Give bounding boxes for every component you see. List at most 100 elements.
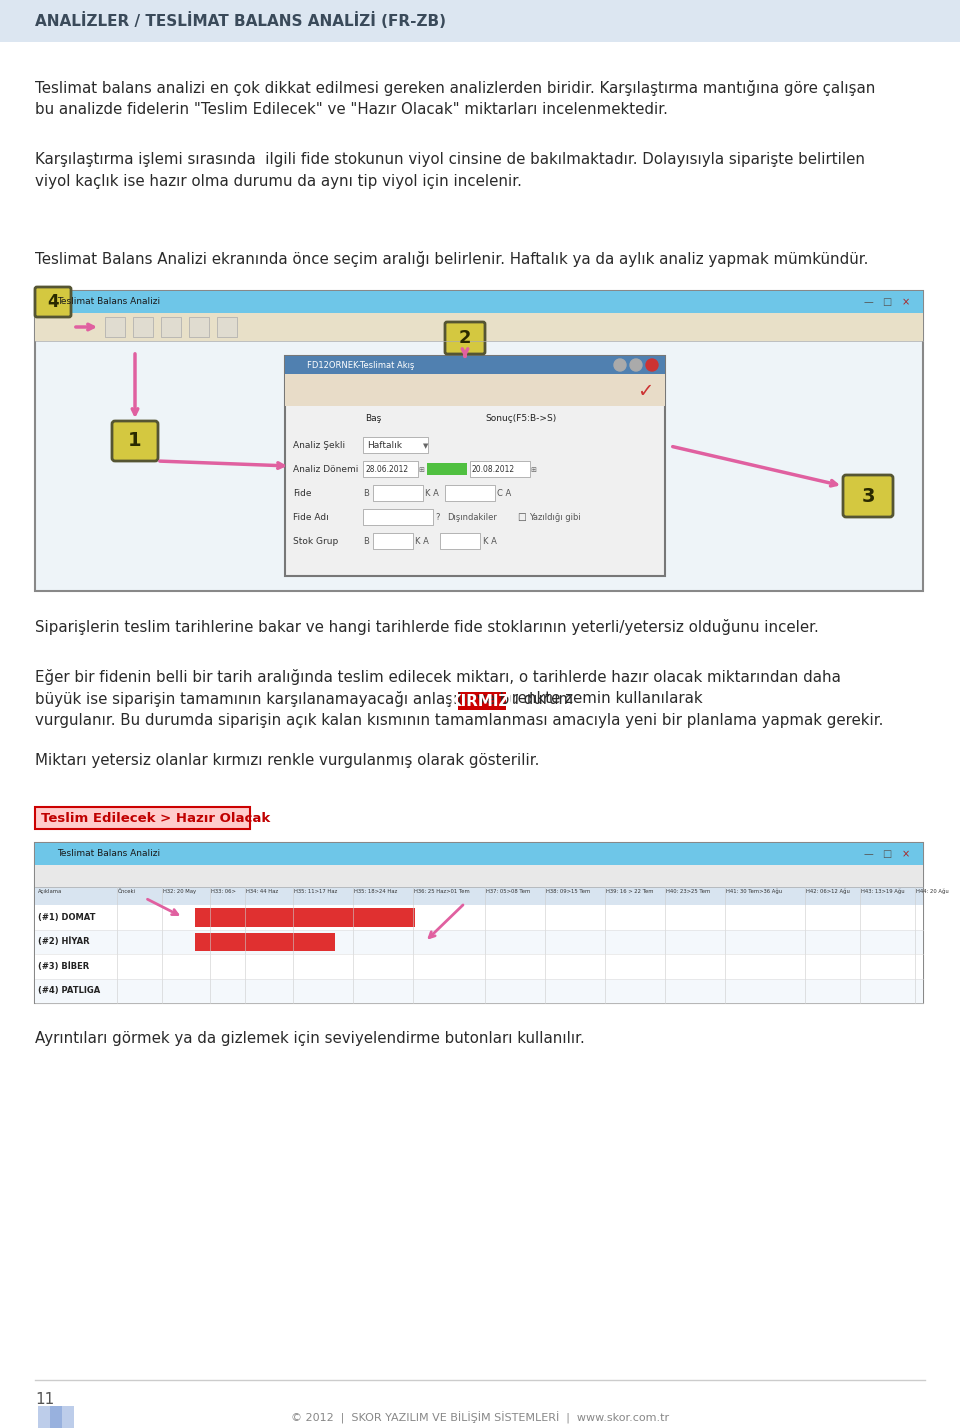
- Bar: [35, 807, 250, 830]
- Bar: [363, 437, 428, 453]
- Text: © 2012  |  SKOR YAZILIM VE BİLİŞİM SİSTEMLERİ  |  www.skor.com.tr: © 2012 | SKOR YAZILIM VE BİLİŞİM SİSTEML…: [291, 1412, 669, 1424]
- Bar: [105, 317, 125, 337]
- Text: Karşılaştırma işlemi sırasında  ilgili fide stokunun viyol cinsine de bakılmakta: Karşılaştırma işlemi sırasında ilgili fi…: [35, 151, 865, 167]
- Bar: [0, 0, 960, 41]
- Bar: [35, 954, 923, 978]
- Bar: [35, 843, 923, 865]
- Text: Teslimat Balans Analizi: Teslimat Balans Analizi: [57, 297, 160, 307]
- Bar: [35, 887, 923, 905]
- Text: —: —: [863, 850, 873, 860]
- Text: Dışındakiler: Dışındakiler: [447, 514, 497, 523]
- Text: ×: ×: [902, 297, 910, 307]
- Text: Teslimat Balans Analizi: Teslimat Balans Analizi: [57, 850, 160, 858]
- Text: Fide: Fide: [293, 490, 311, 498]
- Text: ✓: ✓: [636, 383, 653, 401]
- Bar: [35, 843, 923, 1002]
- Text: —: —: [863, 297, 873, 307]
- Bar: [189, 317, 209, 337]
- Bar: [363, 508, 433, 526]
- Text: H39: 16 > 22 Tem: H39: 16 > 22 Tem: [606, 890, 654, 894]
- Text: Siparişlerin teslim tarihlerine bakar ve hangi tarihlerde fide stoklarının yeter: Siparişlerin teslim tarihlerine bakar ve…: [35, 618, 819, 635]
- Text: Sonuç(F5:B->S): Sonuç(F5:B->S): [485, 414, 556, 423]
- FancyBboxPatch shape: [50, 1407, 62, 1428]
- Text: H44: 20 Ağu: H44: 20 Ağu: [916, 890, 948, 894]
- Text: H35: 11>17 Haz: H35: 11>17 Haz: [294, 890, 337, 894]
- Text: ▼: ▼: [423, 443, 428, 448]
- Text: Yazıldığı gibi: Yazıldığı gibi: [529, 514, 581, 523]
- Text: H32: 20 May: H32: 20 May: [163, 890, 196, 894]
- Text: K A: K A: [483, 537, 497, 547]
- Bar: [35, 930, 923, 954]
- Bar: [35, 291, 923, 313]
- Text: büyük ise siparişin tamamının karşılanamayacağı anlaşılır ve bu durum: büyük ise siparişin tamamının karşılanam…: [35, 691, 578, 707]
- Text: renkte zemin kullanılarak: renkte zemin kullanılarak: [507, 691, 703, 705]
- Text: □: □: [882, 297, 892, 307]
- Bar: [35, 905, 923, 930]
- Text: Haftalık: Haftalık: [367, 441, 402, 450]
- Bar: [285, 374, 665, 406]
- Circle shape: [614, 358, 626, 371]
- Bar: [470, 461, 530, 477]
- Text: □: □: [882, 850, 892, 860]
- Text: H40: 23>25 Tem: H40: 23>25 Tem: [666, 890, 710, 894]
- Text: H41: 30 Tem>36 Ağu: H41: 30 Tem>36 Ağu: [726, 890, 782, 894]
- Text: ☐: ☐: [517, 513, 526, 523]
- Text: Baş: Baş: [365, 414, 381, 423]
- Text: H35: 18>24 Haz: H35: 18>24 Haz: [354, 890, 397, 894]
- Text: B: B: [363, 537, 369, 547]
- Text: FD12ORNEK-Teslimat Akış: FD12ORNEK-Teslimat Akış: [307, 360, 415, 370]
- Text: vurgulanır. Bu durumda siparişin açık kalan kısmının tamamlanması amacıyla yeni : vurgulanır. Bu durumda siparişin açık ka…: [35, 713, 883, 728]
- Text: 2: 2: [459, 328, 471, 347]
- Text: 1: 1: [129, 431, 142, 450]
- Text: Miktarı yetersiz olanlar kırmızı renkle vurgulanmış olarak gösterilir.: Miktarı yetersiz olanlar kırmızı renkle …: [35, 753, 540, 768]
- FancyBboxPatch shape: [843, 476, 893, 517]
- Text: H42: 06>12 Ağu: H42: 06>12 Ağu: [806, 890, 850, 894]
- Bar: [195, 908, 415, 927]
- Text: Ayrıntıları görmek ya da gizlemek için seviyelendirme butonları kullanılır.: Ayrıntıları görmek ya da gizlemek için s…: [35, 1031, 585, 1045]
- Text: Analiz Şekli: Analiz Şekli: [293, 441, 346, 450]
- Text: ×: ×: [902, 850, 910, 860]
- Bar: [133, 317, 153, 337]
- Text: C A: C A: [497, 490, 512, 498]
- Bar: [161, 317, 181, 337]
- Text: bu analizde fidelerin "Teslim Edilecek" ve "Hazır Olacak" miktarları incelenmekt: bu analizde fidelerin "Teslim Edilecek" …: [35, 101, 668, 117]
- Text: ?: ?: [435, 514, 440, 523]
- Bar: [445, 486, 495, 501]
- Bar: [285, 356, 665, 575]
- Bar: [35, 291, 923, 591]
- Text: B: B: [363, 490, 369, 498]
- Text: ⊞: ⊞: [530, 467, 536, 473]
- Text: Teslimat Balans Analizi ekranında önce seçim aralığı belirlenir. Haftalık ya da : Teslimat Balans Analizi ekranında önce s…: [35, 251, 869, 267]
- Text: H38: 09>15 Tem: H38: 09>15 Tem: [546, 890, 590, 894]
- Text: Fide Adı: Fide Adı: [293, 514, 328, 523]
- Bar: [427, 463, 467, 476]
- Text: Önceki: Önceki: [118, 890, 136, 894]
- FancyBboxPatch shape: [445, 321, 485, 354]
- Text: (#2) HİYAR: (#2) HİYAR: [38, 937, 89, 947]
- Text: Analiz Dönemi: Analiz Dönemi: [293, 466, 358, 474]
- Text: 20.08.2012: 20.08.2012: [472, 466, 516, 474]
- Text: K A: K A: [425, 490, 439, 498]
- Text: Stok Grup: Stok Grup: [293, 537, 338, 547]
- Bar: [440, 533, 480, 548]
- Text: ANALİZLER / TESLİMAT BALANS ANALİZİ (FR-ZB): ANALİZLER / TESLİMAT BALANS ANALİZİ (FR-…: [35, 13, 446, 30]
- Bar: [195, 932, 335, 951]
- FancyBboxPatch shape: [112, 421, 158, 461]
- Text: viyol kaçlık ise hazır olma durumu da aynı tip viyol için incelenir.: viyol kaçlık ise hazır olma durumu da ay…: [35, 174, 522, 188]
- Text: H34: 44 Haz: H34: 44 Haz: [246, 890, 278, 894]
- Bar: [458, 693, 506, 710]
- Text: H43: 13>19 Ağu: H43: 13>19 Ağu: [861, 890, 904, 894]
- Bar: [35, 978, 923, 1002]
- Text: (#1) DOMAT: (#1) DOMAT: [38, 912, 95, 921]
- Bar: [285, 356, 665, 374]
- Circle shape: [630, 358, 642, 371]
- Bar: [35, 865, 923, 887]
- FancyBboxPatch shape: [62, 1407, 74, 1428]
- FancyBboxPatch shape: [35, 287, 71, 317]
- Text: (#3) BİBER: (#3) BİBER: [38, 961, 89, 971]
- Text: H33: 06>: H33: 06>: [211, 890, 236, 894]
- Text: H37: 05>08 Tem: H37: 05>08 Tem: [486, 890, 530, 894]
- Text: 4: 4: [47, 293, 59, 311]
- Bar: [217, 317, 237, 337]
- Circle shape: [646, 358, 658, 371]
